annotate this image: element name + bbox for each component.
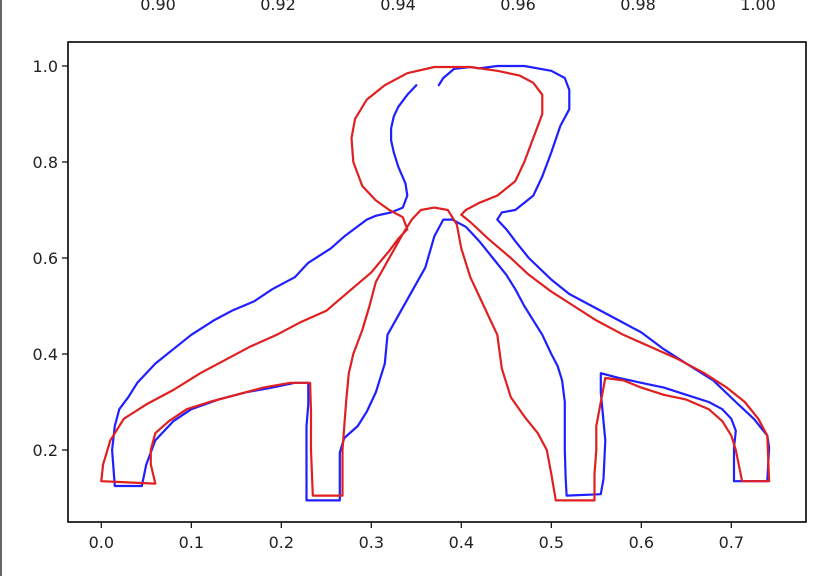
y-tick-label: 0.8 (33, 153, 58, 172)
top-x-tick-label: 0.90 (140, 0, 176, 14)
series-red-line-segment-0 (100, 65, 771, 502)
y-tick-label: 1.0 (33, 57, 58, 76)
x-tick-label: 0.1 (179, 533, 204, 552)
top-x-tick-label: 0.92 (260, 0, 296, 14)
plot-frame (67, 41, 807, 523)
x-axis: 0.0 0.1 0.2 0.3 0.4 0.5 0.6 0.7 (89, 522, 744, 552)
y-axis: 0.2 0.4 0.6 0.8 1.0 (33, 57, 68, 460)
top-x-tick-label: 1.00 (740, 0, 776, 14)
series-blue-line-segment-1 (110, 84, 418, 488)
x-tick-label: 0.5 (539, 533, 564, 552)
main-plot: 0.0 0.1 0.2 0.3 0.4 0.5 0.6 0.7 0.2 0.4 0.6 0.8 1.0 (33, 41, 807, 552)
series-blue-line-segment-0 (140, 64, 771, 502)
top-axis-cropped: 0.90 0.92 0.94 0.96 0.98 1.00 (140, 0, 776, 14)
y-tick-label: 0.6 (33, 249, 58, 268)
x-tick-label: 0.0 (89, 533, 114, 552)
top-x-tick-label: 0.96 (500, 0, 536, 14)
x-tick-label: 0.6 (629, 533, 654, 552)
x-tick-label: 0.7 (719, 533, 744, 552)
y-tick-label: 0.2 (33, 441, 58, 460)
y-tick-label: 0.4 (33, 345, 58, 364)
x-tick-label: 0.3 (359, 533, 384, 552)
x-tick-label: 0.4 (449, 533, 474, 552)
top-x-tick-label: 0.98 (620, 0, 656, 14)
series-layer (100, 64, 771, 502)
top-x-tick-label: 0.94 (380, 0, 416, 14)
x-tick-label: 0.2 (269, 533, 294, 552)
